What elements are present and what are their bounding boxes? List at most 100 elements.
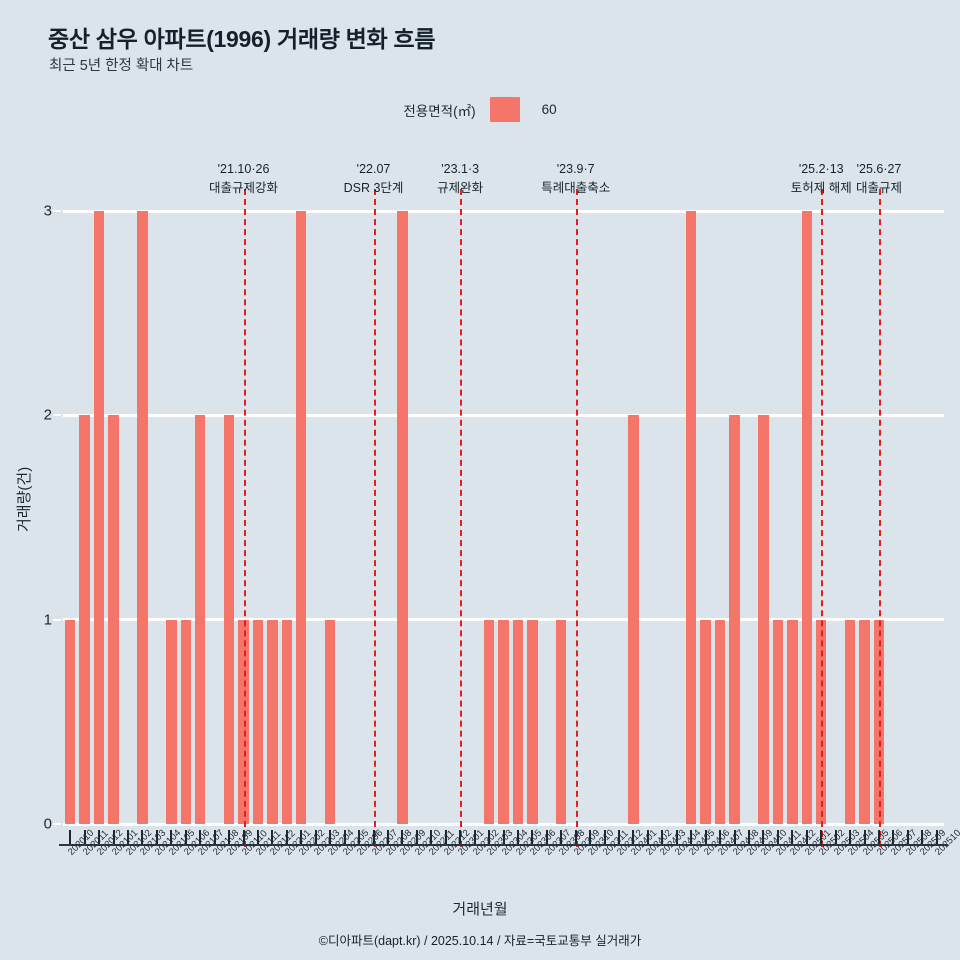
- bar[interactable]: [556, 619, 567, 824]
- gridline: [63, 209, 944, 213]
- annotation: '25.2·13 토허제 해제: [791, 160, 852, 199]
- x-axis-tick: [892, 830, 895, 844]
- bar[interactable]: [65, 619, 76, 824]
- annotation-line: [879, 189, 881, 847]
- x-axis-tick: [372, 830, 375, 844]
- x-axis-tick: [589, 830, 592, 844]
- gridline: [63, 822, 944, 826]
- annotation-date: '22.07: [356, 162, 391, 176]
- annotation: '23.1·3 규제완화: [437, 160, 483, 199]
- bar[interactable]: [714, 619, 726, 824]
- x-axis-tick: [603, 830, 606, 844]
- x-axis-tick: [646, 830, 649, 844]
- x-axis-tick: [820, 830, 823, 844]
- bar[interactable]: [527, 619, 538, 824]
- annotation: '25.6·27 대출규제: [856, 160, 902, 199]
- x-axis-tick: [300, 830, 303, 844]
- bar[interactable]: [483, 619, 495, 824]
- legend-title: 전용면적(㎡): [403, 103, 476, 119]
- footer-credit: ©디아파트(dapt.kr) / 2025.10.14 / 자료=국토교통부 실…: [318, 934, 642, 948]
- bar[interactable]: [787, 619, 798, 824]
- x-axis-tick: [733, 830, 736, 844]
- bar[interactable]: [137, 211, 148, 824]
- annotation-date: '23.1·3: [441, 162, 480, 176]
- x-axis-tick: [545, 830, 548, 844]
- bar[interactable]: [758, 415, 769, 824]
- annotation-date: '21.10·26: [217, 162, 270, 176]
- x-axis-tick: [444, 830, 447, 844]
- bar[interactable]: [180, 619, 191, 824]
- bar[interactable]: [79, 415, 90, 824]
- bar[interactable]: [801, 211, 812, 824]
- x-axis-tick: [675, 830, 678, 844]
- y-axis-tick: [53, 210, 61, 212]
- bar[interactable]: [816, 619, 827, 824]
- annotation-label: 대출규제: [855, 181, 903, 196]
- bar[interactable]: [859, 619, 870, 824]
- x-axis-tick: [228, 830, 231, 844]
- x-axis-tick: [285, 830, 288, 844]
- annotation-label: 토허제 해제: [790, 181, 852, 196]
- annotation-line: [575, 189, 578, 847]
- x-axis-title: 거래년월: [452, 901, 508, 918]
- x-axis-tick: [271, 830, 274, 844]
- x-axis-tick: [748, 830, 751, 844]
- annotation: '21.10·26 대출규제강화: [209, 160, 278, 199]
- x-axis-tick: [141, 830, 144, 844]
- x-axis-tick: [256, 830, 259, 844]
- x-axis-tick: [358, 830, 361, 844]
- annotation-label: 대출규제강화: [209, 181, 279, 196]
- annotation-line: [243, 189, 246, 847]
- bar[interactable]: [700, 619, 711, 824]
- bar[interactable]: [873, 619, 885, 824]
- x-axis-tick: [170, 830, 173, 844]
- bar[interactable]: [296, 211, 307, 824]
- bar[interactable]: [166, 619, 177, 824]
- x-axis-tick: [661, 830, 664, 844]
- x-axis-tick: [719, 830, 722, 844]
- x-axis-tick: [878, 830, 880, 844]
- x-axis-tick: [690, 830, 693, 844]
- annotation-line: [821, 189, 824, 847]
- bar[interactable]: [686, 211, 697, 824]
- x-axis-tick: [242, 830, 245, 844]
- x-axis-tick: [531, 830, 534, 844]
- bar[interactable]: [238, 619, 249, 824]
- x-axis-tick: [516, 830, 519, 844]
- bar[interactable]: [324, 619, 336, 824]
- chart-legend: 전용면적(㎡) 60: [0, 97, 960, 122]
- bar[interactable]: [844, 619, 856, 824]
- annotation-date: '25.6·27: [856, 162, 902, 176]
- bar[interactable]: [108, 415, 119, 824]
- bar[interactable]: [93, 211, 105, 824]
- x-axis-tick: [632, 830, 635, 844]
- bar[interactable]: [498, 619, 509, 824]
- annotation: '22.07 DSR 3단계: [344, 160, 404, 199]
- y-axis-tick: [53, 414, 61, 417]
- annotation-date: '23.9·7: [556, 162, 595, 176]
- x-axis-tick: [704, 830, 707, 844]
- x-axis-tick: [401, 830, 404, 844]
- bar[interactable]: [397, 211, 408, 824]
- y-axis-title: 거래량(건): [16, 466, 33, 532]
- bar[interactable]: [772, 619, 784, 824]
- y-axis-tick-label: 1: [43, 611, 52, 629]
- x-axis-tick: [849, 830, 852, 844]
- bar[interactable]: [223, 415, 235, 824]
- x-axis-tick: [213, 830, 216, 844]
- bar[interactable]: [195, 415, 206, 824]
- bar[interactable]: [729, 415, 740, 824]
- bar[interactable]: [267, 619, 278, 824]
- x-axis-tick: [459, 830, 462, 844]
- annotation: '23.9·7 특례대출축소: [541, 160, 610, 199]
- x-axis-tick: [921, 830, 924, 844]
- x-axis-tick: [83, 830, 86, 844]
- bar[interactable]: [512, 619, 524, 824]
- annotation-label: 규제완화: [437, 181, 484, 196]
- bar[interactable]: [628, 415, 639, 824]
- bar[interactable]: [252, 619, 264, 824]
- x-axis-tick: [618, 830, 621, 844]
- x-axis-tick: [560, 830, 563, 844]
- legend-color-swatch: [489, 97, 520, 122]
- bar[interactable]: [281, 619, 293, 824]
